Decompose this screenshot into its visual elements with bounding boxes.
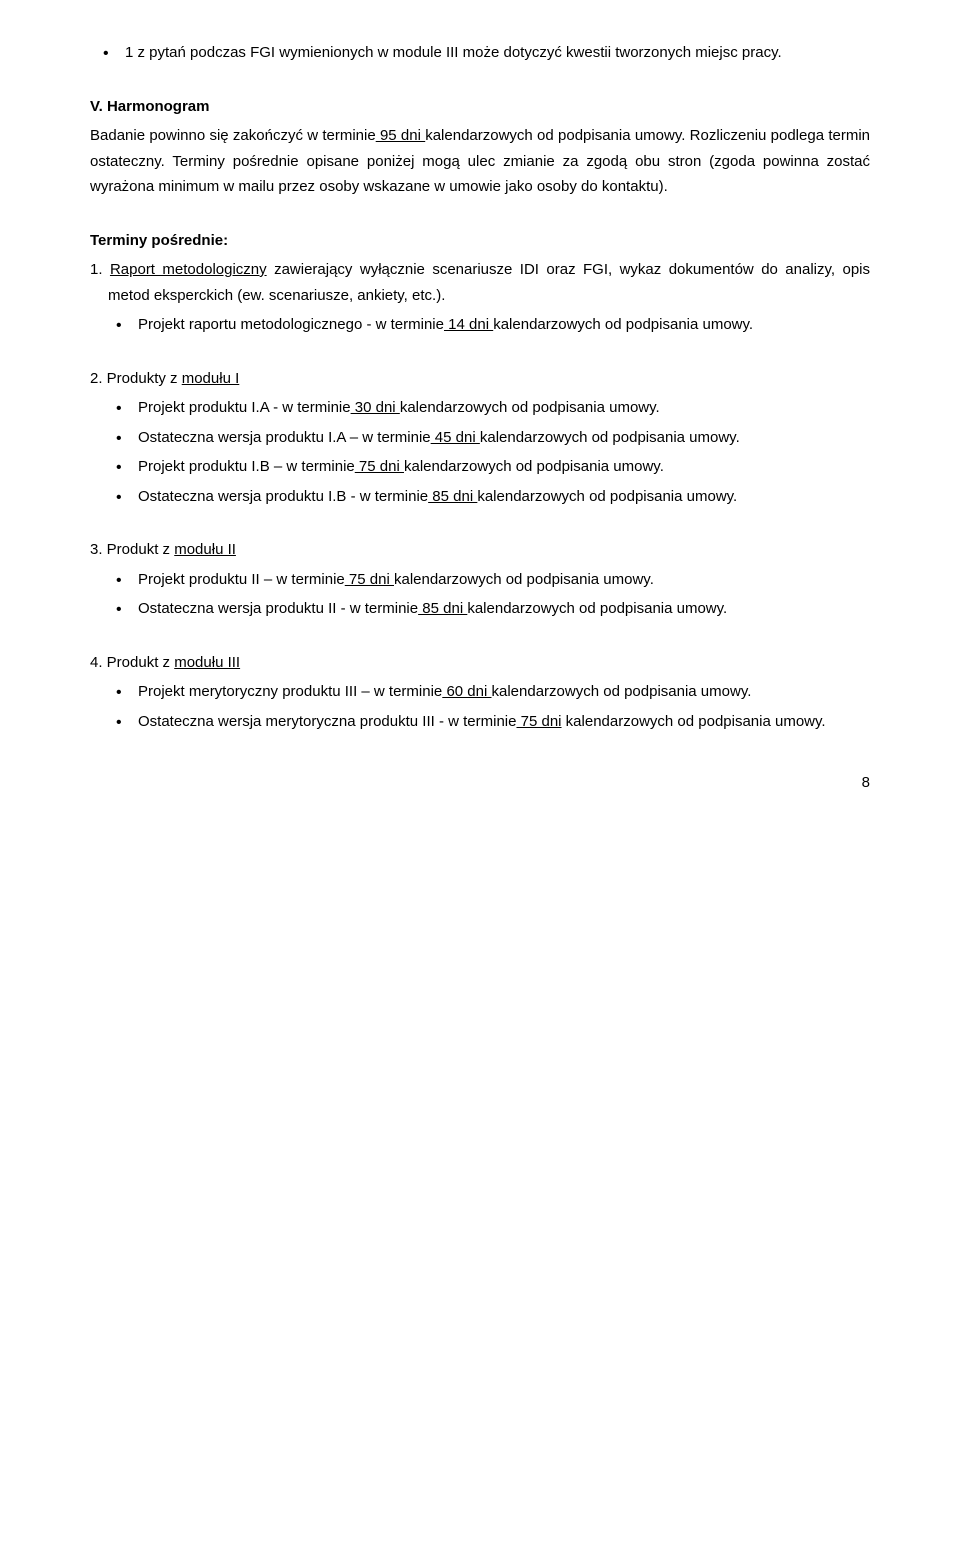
bullet-pre: Ostateczna wersja produktu II - w termin… (138, 600, 418, 617)
bullet-u: 45 dni (431, 429, 480, 446)
item-3-heading-pre: 3. Produkt z (90, 541, 174, 558)
item-3-bullets: Projekt produktu II – w terminie 75 dni … (90, 567, 870, 622)
item-4-heading-pre: 4. Produkt z (90, 654, 174, 671)
bullet-pre: Projekt merytoryczny produktu III – w te… (138, 683, 442, 700)
bullet-post: kalendarzowych od podpisania umowy. (480, 429, 740, 446)
item-1-number: 1. (90, 261, 103, 278)
bullet-pre: Projekt produktu I.A - w terminie (138, 399, 351, 416)
section-v-heading: V. Harmonogram (90, 94, 870, 120)
list-item: Ostateczna wersja produktu I.A – w termi… (138, 425, 870, 451)
item-1-sublist: Projekt raportu metodologicznego - w ter… (90, 312, 870, 338)
bullet-post: kalendarzowych od podpisania umowy. (477, 488, 737, 505)
list-item: Projekt merytoryczny produktu III – w te… (138, 679, 870, 705)
item-2-heading: 2. Produkty z modułu I (90, 366, 870, 392)
bullet-u: 85 dni (428, 488, 477, 505)
item-2-bullets: Projekt produktu I.A - w terminie 30 dni… (90, 395, 870, 509)
list-item: Projekt produktu II – w terminie 75 dni … (138, 567, 870, 593)
terminy-heading: Terminy pośrednie: (90, 228, 870, 254)
page-number: 8 (90, 770, 870, 796)
item-1-sub-bullet: Projekt raportu metodologicznego - w ter… (138, 312, 870, 338)
bullet-pre: Ostateczna wersja merytoryczna produktu … (138, 713, 516, 730)
bullet-pre: Ostateczna wersja produktu I.A – w termi… (138, 429, 431, 446)
bullet-u: 60 dni (442, 683, 491, 700)
list-item: Projekt produktu I.B – w terminie 75 dni… (138, 454, 870, 480)
item-2-heading-pre: 2. Produkty z (90, 370, 182, 387)
bullet-post: kalendarzowych od podpisania umowy. (562, 713, 826, 730)
list-item: Ostateczna wersja produktu II - w termin… (138, 596, 870, 622)
item-3-heading: 3. Produkt z modułu II (90, 537, 870, 563)
item-1-sub-u: 14 dni (444, 316, 493, 333)
section-v-underlined-days: 95 dni (376, 127, 426, 144)
bullet-u: 30 dni (351, 399, 400, 416)
bullet-u: 75 dni (345, 571, 394, 588)
list-item: Ostateczna wersja produktu I.B - w termi… (138, 484, 870, 510)
section-v-text-pre: Badanie powinno się zakończyć w terminie (90, 127, 376, 144)
top-bullet-item: 1 z pytań podczas FGI wymienionych w mod… (125, 40, 870, 66)
item-3-heading-u: modułu II (174, 541, 236, 558)
item-4-bullets: Projekt merytoryczny produktu III – w te… (90, 679, 870, 734)
item-1: 1. Raport metodologiczny zawierający wył… (90, 257, 870, 308)
bullet-pre: Projekt produktu I.B – w terminie (138, 458, 355, 475)
list-item: Projekt produktu I.A - w terminie 30 dni… (138, 395, 870, 421)
item-4-heading: 4. Produkt z modułu III (90, 650, 870, 676)
bullet-pre: Ostateczna wersja produktu I.B - w termi… (138, 488, 428, 505)
bullet-post: kalendarzowych od podpisania umowy. (394, 571, 654, 588)
bullet-post: kalendarzowych od podpisania umowy. (404, 458, 664, 475)
bullet-post: kalendarzowych od podpisania umowy. (492, 683, 752, 700)
item-1-sub-post: kalendarzowych od podpisania umowy. (493, 316, 753, 333)
item-1-sub-pre: Projekt raportu metodologicznego - w ter… (138, 316, 444, 333)
item-1-spacer (103, 261, 110, 278)
bullet-post: kalendarzowych od podpisania umowy. (400, 399, 660, 416)
item-2-heading-u: modułu I (182, 370, 240, 387)
top-bullet-list: 1 z pytań podczas FGI wymienionych w mod… (90, 40, 870, 66)
bullet-u: 85 dni (418, 600, 467, 617)
bullet-u: 75 dni (355, 458, 404, 475)
bullet-u: 75 dni (516, 713, 561, 730)
item-4-heading-u: modułu III (174, 654, 240, 671)
item-1-underlined: Raport metodologiczny (110, 261, 267, 278)
bullet-post: kalendarzowych od podpisania umowy. (467, 600, 727, 617)
bullet-pre: Projekt produktu II – w terminie (138, 571, 345, 588)
list-item: Ostateczna wersja merytoryczna produktu … (138, 709, 870, 735)
section-v-paragraph: Badanie powinno się zakończyć w terminie… (90, 123, 870, 200)
